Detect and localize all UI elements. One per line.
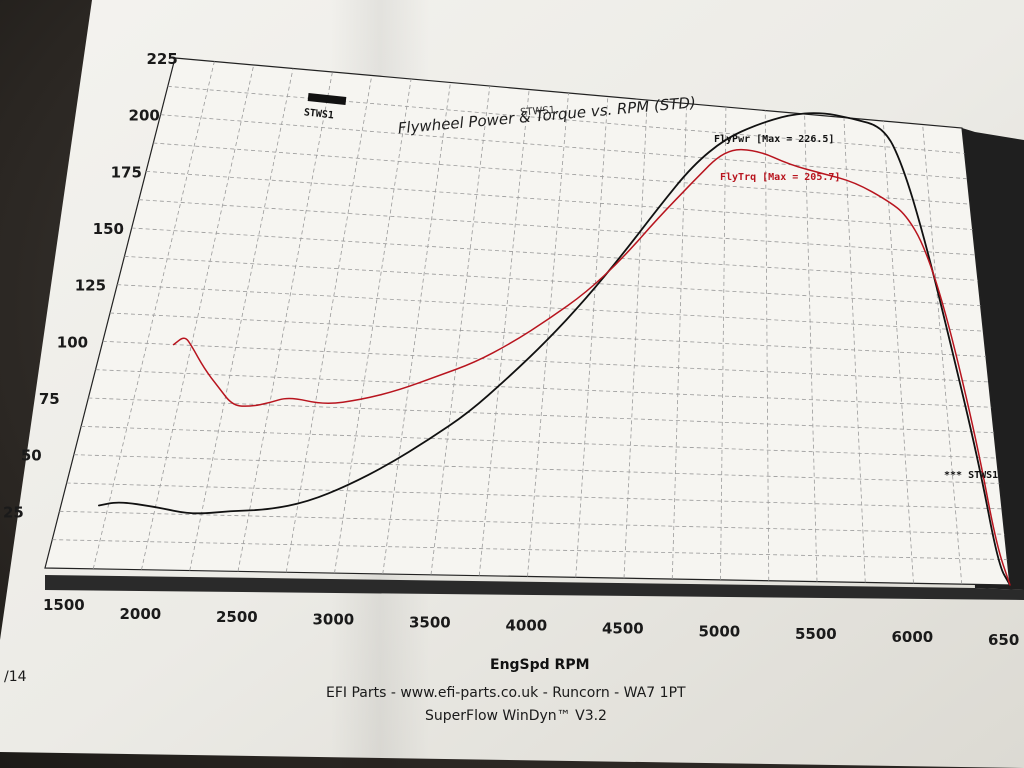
grid-line-h — [95, 369, 992, 408]
y-tick-label: 125 — [75, 277, 106, 295]
grid-line-h — [167, 85, 965, 154]
grid — [52, 61, 1008, 585]
x-tick-label: 6000 — [892, 628, 934, 646]
legend-tag: STWS1 — [303, 107, 334, 121]
plot-frame-shadow — [45, 575, 1024, 600]
footer-line-1: EFI Parts - www.efi-parts.co.uk - Runcor… — [326, 685, 686, 701]
grid-line-h — [66, 482, 1003, 510]
y-tick-labels: 0255075100125150175200225 — [3, 50, 178, 521]
corner-page-text: /14 — [4, 669, 27, 685]
chart-subtitle: STWS1, — [520, 105, 559, 119]
grid-line-h — [81, 425, 997, 459]
grid-line-h — [160, 114, 968, 180]
x-tick-label: 2000 — [120, 605, 162, 623]
y-tick-label: 75 — [39, 390, 60, 408]
x-tick-label: 3000 — [313, 611, 355, 629]
grid-line-v — [671, 103, 687, 580]
x-tick-label: 5000 — [699, 622, 741, 640]
plot-area — [44, 57, 1011, 586]
y-tick-label: 100 — [57, 333, 88, 351]
series-line-flypwr — [98, 112, 1011, 586]
plot-border — [44, 57, 1011, 586]
grid-line-v — [382, 82, 451, 575]
grid-line-h — [117, 284, 984, 332]
end-marker: *** STWS1 — [944, 470, 998, 481]
grid-line-h — [102, 340, 989, 383]
y-tick-label: 150 — [93, 220, 124, 238]
grid-line-h — [109, 312, 987, 357]
y-tick-label: 50 — [21, 447, 42, 465]
y-tick-label: 200 — [129, 107, 160, 125]
grid-line-h — [124, 255, 981, 307]
y-tick-label: 175 — [111, 163, 142, 181]
footer-line-2: SuperFlow WinDyn™ V3.2 — [425, 708, 607, 724]
x-tick-label: 3500 — [409, 614, 451, 632]
legend-swatch — [307, 93, 347, 105]
grid-line-h — [131, 227, 979, 281]
series-label-power: FlyPwr [Max = 226.5] — [714, 134, 834, 145]
series-lines — [98, 112, 1011, 586]
series-label-torque: FlyTrq [Max = 205.7] — [720, 172, 840, 183]
grid-line-h — [146, 170, 973, 230]
grid-line-h — [153, 142, 971, 205]
grid-line-h — [59, 510, 1005, 535]
grid-line-h — [52, 539, 1008, 561]
x-tick-label: 4000 — [506, 617, 548, 635]
y-tick-label: 225 — [147, 50, 178, 68]
y-tick-label: 25 — [3, 503, 24, 521]
series-line-flytrq — [172, 148, 1011, 586]
x-tick-label: 2500 — [216, 608, 258, 626]
x-tick-labels: 1500 2000 2500 3000 3500 4000 4500 5000 5500 6000… — [43, 596, 1019, 649]
x-tick-label: 1500 — [43, 596, 85, 614]
x-axis-title: EngSpd RPM — [490, 657, 590, 673]
grid-line-h — [73, 454, 1000, 484]
x-tick-label: 4500 — [602, 619, 644, 637]
grid-line-v — [527, 92, 569, 577]
x-tick-label: 650 — [988, 631, 1019, 649]
grid-line-v — [478, 89, 530, 576]
x-tick-label: 5500 — [795, 625, 837, 643]
